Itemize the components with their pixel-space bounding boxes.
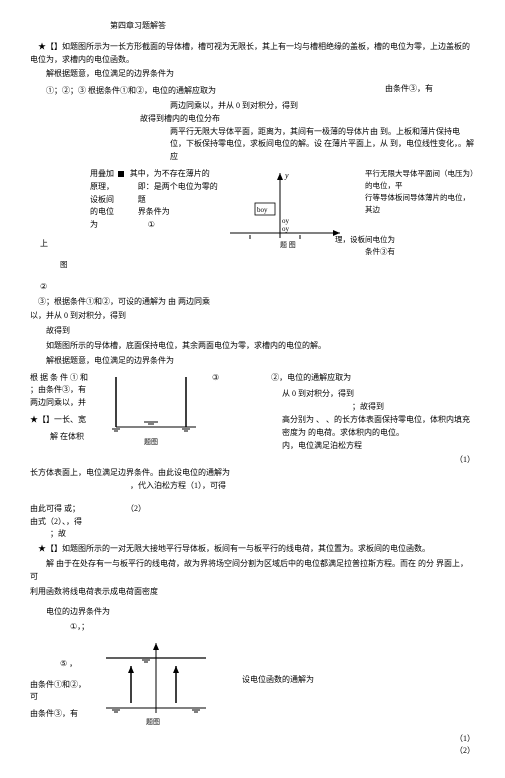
integral-text-2: 以，并从 0 到对积分，得到 bbox=[30, 310, 475, 323]
list-item-1: 上 bbox=[40, 238, 118, 251]
condition-3-text: 由条件③，有 bbox=[385, 83, 475, 96]
list-item-2: ② bbox=[40, 281, 118, 294]
solution-4-intro: 解 由于在处存有一与板平行的线电荷，故为界将场空间分割为区域后中的电位都满足拉普… bbox=[30, 558, 475, 584]
surface-boundary: 长方体表面上，电位满足边界条件。由此设电位的通解为 bbox=[30, 467, 475, 480]
boundary-cond-text: 界条件为 bbox=[138, 206, 225, 219]
multiply-both: 两边同乘以，并 bbox=[30, 397, 100, 410]
y-axis-label: y bbox=[284, 171, 289, 180]
result-text-1: 故得到槽内的电位分布 bbox=[140, 113, 475, 126]
diagram-1-caption: 题 图 bbox=[280, 241, 296, 248]
according-to-a: 根 据 条 件 ① 和 bbox=[30, 372, 88, 385]
general-solution: 设电位函数的通解为 bbox=[242, 674, 475, 687]
problem-2-text: 如题图所示的导体槽，底面保持电位，其余两面电位为零，求槽内的电位的解。 bbox=[30, 340, 475, 353]
condition-text: ①；②；③ 根据条件①和②，电位的通解应取为 bbox=[30, 85, 379, 98]
cuboid-text: 高分别为 、 、的长方体表面保持零电位，体积内填充密度为 的电荷。求体积内的电位… bbox=[282, 414, 475, 440]
superposition-text: 用叠加原理，设板间的电位为 bbox=[90, 168, 118, 232]
oy-label-1: oy bbox=[282, 217, 290, 225]
problem-1-text: ★【】如题图所示为一长方形截面的导体槽，槽可视为无限长，其上有一均与槽相绝缘的盖… bbox=[30, 41, 475, 67]
from-eq-2: 由式（2）、，得 bbox=[30, 516, 475, 529]
condition-text-2: ③；根据条件①和②，可设的通解为 由 两边同乘 bbox=[30, 296, 475, 309]
thin-sheet-text: 其中，为不存在薄片的 bbox=[130, 168, 210, 181]
circle-1: ① bbox=[148, 219, 225, 232]
problem-4-text: ★【】如题图所示的一对无限大接地平行导体板，板间有一与板平行的线电荷，其位置为。… bbox=[30, 543, 475, 556]
hence-or: 由此可得 或； bbox=[30, 503, 80, 516]
solve-volume: 解 在体积 bbox=[50, 431, 100, 444]
diagram-2: 题图 bbox=[106, 372, 206, 455]
eq-num-1b: （1） bbox=[30, 733, 475, 746]
condition-3-again: 条件③有 bbox=[365, 246, 475, 258]
zero-potential-text: 即：是两个电位为零的 题 bbox=[138, 181, 225, 207]
eq-num-2b: （2） bbox=[30, 745, 475, 758]
parallel-infinite-text-b: 行等导体板间导体薄片的电位，其边 bbox=[365, 192, 475, 216]
cond-5: ⑤ ， bbox=[60, 658, 90, 671]
from-condition-3a: ；由条件③，有 bbox=[30, 384, 100, 397]
hence-obtain: ；故得到 bbox=[352, 401, 475, 414]
solution-1-intro: 解根据题意，电位满足的边界条件为 bbox=[30, 68, 475, 81]
diagram-2-caption: 题图 bbox=[144, 438, 158, 446]
problem-3-marker: ★【】一长、宽 bbox=[30, 414, 100, 427]
circle-2-text: ③ ②，电位的通解应取为 bbox=[212, 372, 475, 385]
from-cond-1-2: 由条件①和②，可 bbox=[30, 679, 90, 705]
poisson-text: 内，电位满足泊松方程 bbox=[282, 440, 475, 453]
black-square-icon bbox=[118, 171, 124, 177]
solution-2-intro: 解根据题意，电位满足的边界条件为 bbox=[30, 355, 475, 368]
parallel-infinite-text-a: 平行无限大导体平面间（电压为）的电位，平 bbox=[365, 168, 475, 192]
cond-1: ①，； bbox=[70, 621, 475, 634]
integral-text-1: 两边同乘以，并从 0 到对积分，得到 bbox=[170, 100, 475, 113]
eq-num-1: （1） bbox=[30, 454, 475, 467]
parallel-plate-text: 两平行无限大导体平面，距离为，其间有一极薄的导体片由 到。上板和薄片保持电位，下… bbox=[170, 126, 475, 164]
boy-label: boy bbox=[257, 206, 268, 214]
substitute-poisson: ，代入泊松方程（1），可得 bbox=[130, 480, 475, 493]
eq-num-2-inline: （2） bbox=[126, 503, 146, 516]
delta-function: 利用函数将线电荷表示成电荷面密度 bbox=[30, 586, 475, 599]
diagram-3-caption: 题图 bbox=[146, 718, 160, 726]
result-label: 故得到 bbox=[30, 325, 475, 338]
list-caption: 图 bbox=[60, 259, 118, 271]
chapter-title: 第四章习题解答 bbox=[110, 20, 475, 33]
from-cond-3b: 由条件③，有 bbox=[30, 708, 90, 721]
integral-result: 从 0 到对积分，得到 bbox=[282, 388, 475, 401]
oy-label-2: oy bbox=[282, 225, 290, 233]
potential-boundary: 电位的边界条件为 bbox=[30, 606, 475, 619]
diagram-3: 题图 bbox=[96, 638, 216, 733]
therefore: ；故 bbox=[50, 528, 475, 541]
set-potential-text: 理，设板间电位为 bbox=[335, 234, 475, 246]
